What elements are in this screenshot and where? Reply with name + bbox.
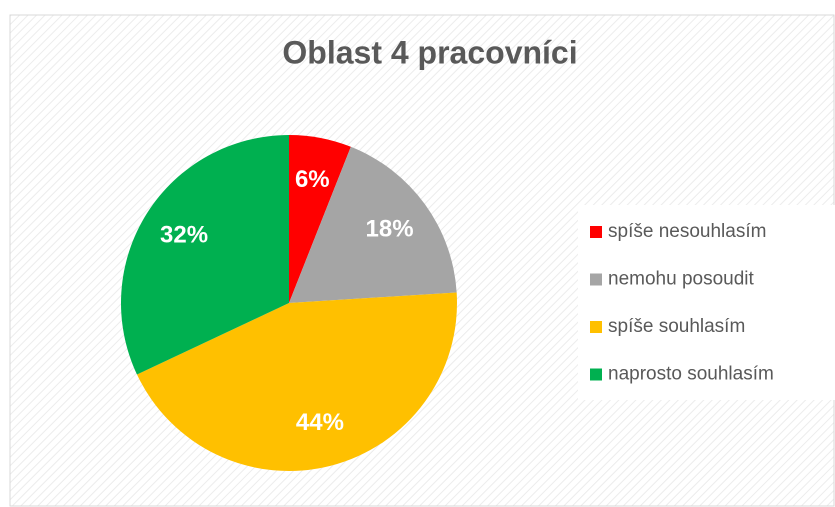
- pie-slice: [289, 135, 351, 303]
- data-label: 6%: [295, 166, 330, 193]
- legend-label: nemohu posoudit: [608, 269, 754, 290]
- legend-box: [578, 205, 835, 400]
- legend-label: spíše souhlasím: [608, 316, 745, 337]
- legend-label: spíše nesouhlasím: [608, 221, 766, 242]
- legend-label: naprosto souhlasím: [608, 364, 774, 385]
- data-label: 18%: [366, 215, 414, 242]
- legend-swatch: [590, 368, 602, 381]
- chart-title: Oblast 4 pracovníci: [282, 34, 577, 70]
- pie-slice: [289, 146, 457, 303]
- legend-swatch: [590, 321, 602, 333]
- data-label: 44%: [296, 409, 344, 436]
- pie-slice: [136, 292, 457, 471]
- legend-swatch: [590, 226, 602, 238]
- pie-slice: [120, 135, 289, 375]
- legend-swatch: [590, 273, 602, 286]
- data-label: 32%: [160, 222, 208, 249]
